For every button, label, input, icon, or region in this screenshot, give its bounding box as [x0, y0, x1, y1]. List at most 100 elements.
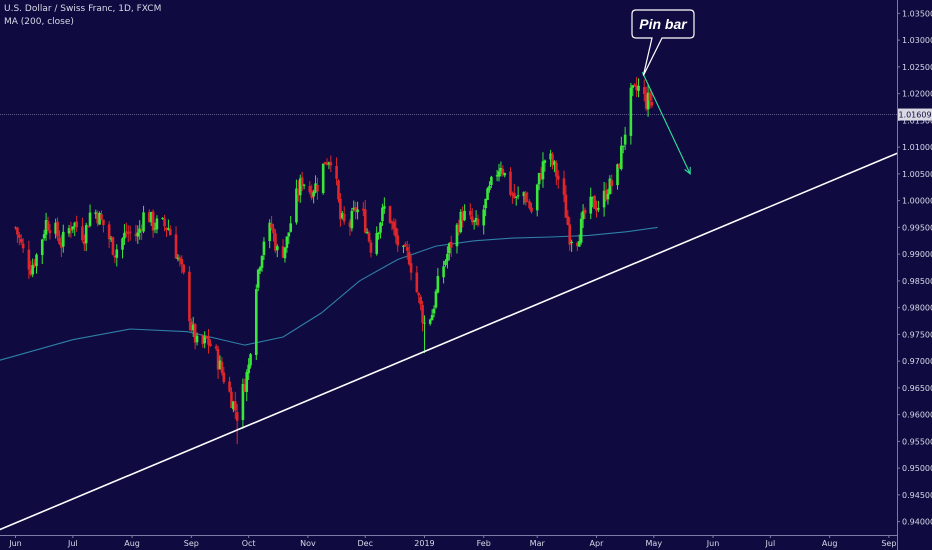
candle-body: [570, 241, 573, 244]
candle-body: [191, 324, 195, 331]
candle-body: [180, 259, 184, 265]
candle: [430, 309, 434, 321]
candle-body: [576, 242, 579, 247]
candle: [56, 217, 59, 241]
candle: [285, 236, 289, 253]
candle-body: [115, 249, 119, 258]
candle: [142, 205, 145, 234]
candle-body: [555, 162, 558, 177]
candle-body: [125, 231, 128, 234]
candle: [136, 225, 140, 244]
candle: [289, 215, 292, 233]
candle-body: [350, 210, 354, 229]
candle-body: [276, 246, 279, 251]
candle-body: [14, 227, 17, 229]
candle: [511, 191, 514, 204]
candle-body: [337, 180, 340, 200]
candle: [339, 193, 342, 227]
candle: [589, 187, 593, 220]
candle-body: [530, 207, 533, 212]
candle: [602, 181, 606, 217]
candle: [19, 234, 23, 245]
candle: [121, 237, 124, 259]
candle-body: [300, 177, 304, 186]
candle: [562, 170, 566, 203]
candle: [535, 183, 539, 217]
candle-body: [463, 210, 466, 220]
candle-body: [216, 348, 220, 370]
candle-body: [75, 221, 78, 228]
candle: [115, 244, 119, 267]
candle-body: [327, 162, 331, 165]
candle: [329, 155, 333, 172]
candle: [58, 230, 61, 246]
candle-body: [316, 184, 319, 192]
candle: [182, 263, 185, 275]
candle: [247, 358, 250, 381]
candle-body: [650, 101, 654, 106]
candle-body: [621, 145, 625, 147]
candle: [241, 378, 245, 429]
y-tick-label: 1.03000: [902, 36, 932, 45]
candle: [449, 235, 453, 257]
candle-body: [379, 222, 382, 233]
candle-body: [274, 233, 277, 251]
candle-body: [446, 253, 449, 262]
candle: [650, 93, 654, 108]
candle: [312, 189, 315, 204]
y-tick-label: 1.00000: [902, 197, 932, 206]
candle: [404, 241, 407, 248]
candle: [128, 225, 132, 241]
candle: [392, 218, 396, 236]
candle-body: [21, 243, 25, 249]
candle: [530, 202, 533, 214]
plot-area: [0, 71, 897, 531]
candle-body: [201, 335, 205, 345]
candle-body: [126, 232, 130, 234]
candle-body: [218, 360, 222, 370]
y-tick-label: 0.96000: [902, 411, 932, 420]
candle-body: [27, 249, 31, 270]
candle-body: [56, 221, 59, 237]
candle: [610, 174, 614, 194]
candle-body: [623, 134, 627, 145]
candle: [377, 231, 380, 240]
candle: [488, 181, 491, 193]
candle: [297, 180, 300, 202]
candle-body: [428, 319, 432, 324]
candle-body: [369, 242, 373, 253]
candle-body: [509, 171, 512, 195]
x-tick-label: Aug: [124, 539, 140, 548]
candle-body: [174, 234, 178, 259]
candle: [147, 209, 151, 223]
candle-body: [297, 188, 300, 195]
candle-body: [499, 168, 503, 172]
y-tick-label: 0.95500: [902, 437, 932, 446]
candle: [323, 161, 327, 165]
candle: [100, 210, 103, 221]
candle-body: [577, 241, 581, 247]
candle-body: [155, 218, 159, 230]
candle-body: [214, 346, 218, 349]
candle: [113, 255, 117, 264]
candle: [201, 334, 205, 348]
candle: [300, 171, 304, 192]
candle: [581, 204, 585, 228]
candle: [138, 220, 142, 240]
candle: [310, 184, 314, 201]
candle: [167, 219, 170, 231]
candle-body: [432, 308, 436, 314]
candle-body: [610, 180, 614, 187]
candle-body: [207, 336, 210, 345]
candle: [512, 184, 516, 199]
candle: [633, 83, 636, 87]
candle-body: [470, 216, 474, 223]
candle-body: [142, 212, 145, 232]
candle: [308, 181, 312, 195]
candle: [168, 225, 172, 236]
candle: [222, 366, 226, 385]
candle-body: [268, 222, 271, 242]
candle: [383, 197, 386, 214]
